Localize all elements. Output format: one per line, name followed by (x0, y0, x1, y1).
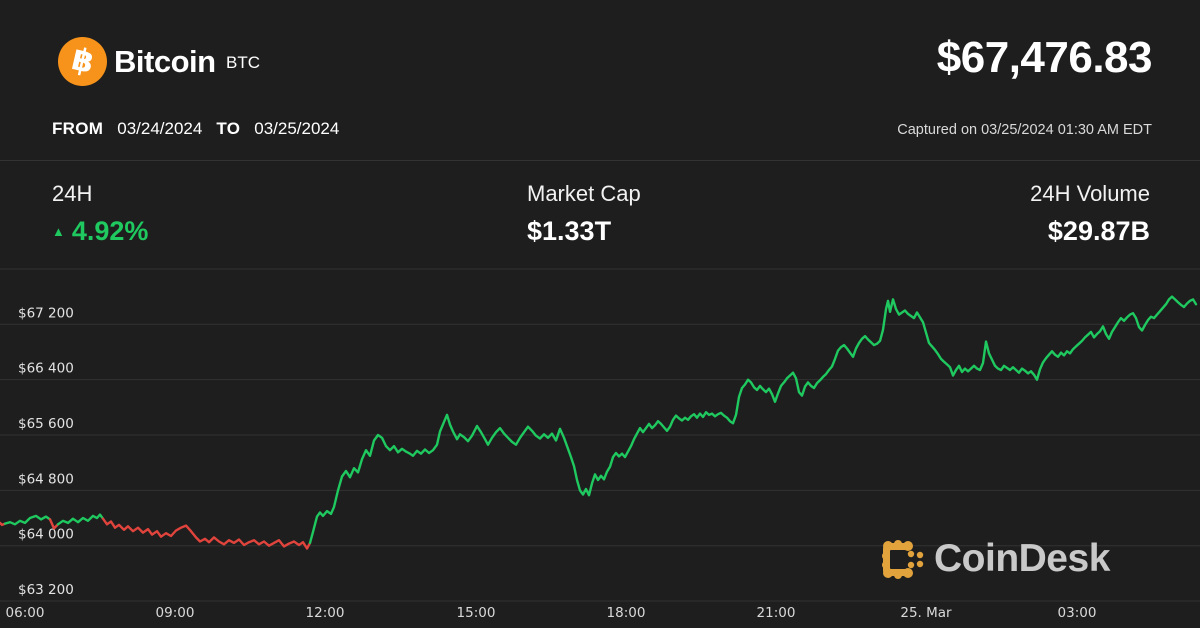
x-axis-label: 12:00 (306, 605, 345, 621)
current-price: $67,476.83 (936, 33, 1153, 82)
price-line-down-segment (101, 517, 312, 550)
up-arrow-icon: ▲ (52, 224, 65, 239)
volume-label: 24H Volume (1030, 181, 1150, 206)
date-range: FROM 03/24/2024 TO 03/25/2024 (52, 119, 339, 139)
stat-24h-volume: 24H Volume $29.87B (1030, 181, 1150, 247)
from-label: FROM (52, 119, 104, 138)
x-axis-label: 18:00 (607, 605, 646, 621)
x-axis-label: 21:00 (757, 605, 796, 621)
stat-24h-change: 24H ▲ 4.92% (52, 181, 148, 247)
price-line-up-segment (3, 514, 52, 526)
header-divider (0, 160, 1200, 161)
x-axis-label: 15:00 (457, 605, 496, 621)
bitcoin-logo-icon: ฿ (58, 37, 107, 86)
x-axis-label: 06:00 (6, 605, 45, 621)
x-axis-label: 09:00 (156, 605, 195, 621)
x-axis-label: 03:00 (1058, 605, 1097, 621)
change-value: 4.92% (71, 216, 149, 246)
coin-name: Bitcoin (114, 44, 216, 79)
market-cap-label: Market Cap (527, 181, 641, 206)
change-label: 24H (52, 181, 93, 206)
to-date: 03/25/2024 (254, 119, 340, 138)
coindesk-logo: CoinDesk (878, 536, 1110, 582)
captured-timestamp: Captured on 03/25/2024 01:30 AM EDT (897, 122, 1152, 138)
market-cap-value: $1.33T (527, 216, 612, 246)
y-axis-label: $67 200 (18, 305, 74, 321)
to-label: TO (216, 119, 241, 138)
y-axis-label: $65 600 (18, 416, 74, 432)
volume-value: $29.87B (1047, 216, 1150, 246)
x-axis-label: 25. Mar (900, 605, 952, 621)
coindesk-wordmark: CoinDesk (934, 537, 1110, 580)
price-line-down-segment (48, 518, 60, 530)
from-date: 03/24/2024 (117, 119, 203, 138)
y-axis-label: $64 800 (18, 471, 74, 487)
y-axis-label: $66 400 (18, 361, 74, 377)
stat-market-cap: Market Cap $1.33T (527, 181, 641, 247)
coindesk-dots-icon (882, 540, 924, 579)
price-line-up-segment (308, 295, 1198, 545)
coin-symbol: BTC (226, 53, 260, 72)
y-axis-label: $63 200 (18, 582, 74, 598)
y-axis-label: $64 000 (18, 527, 74, 543)
price-line-up-segment (56, 513, 105, 526)
